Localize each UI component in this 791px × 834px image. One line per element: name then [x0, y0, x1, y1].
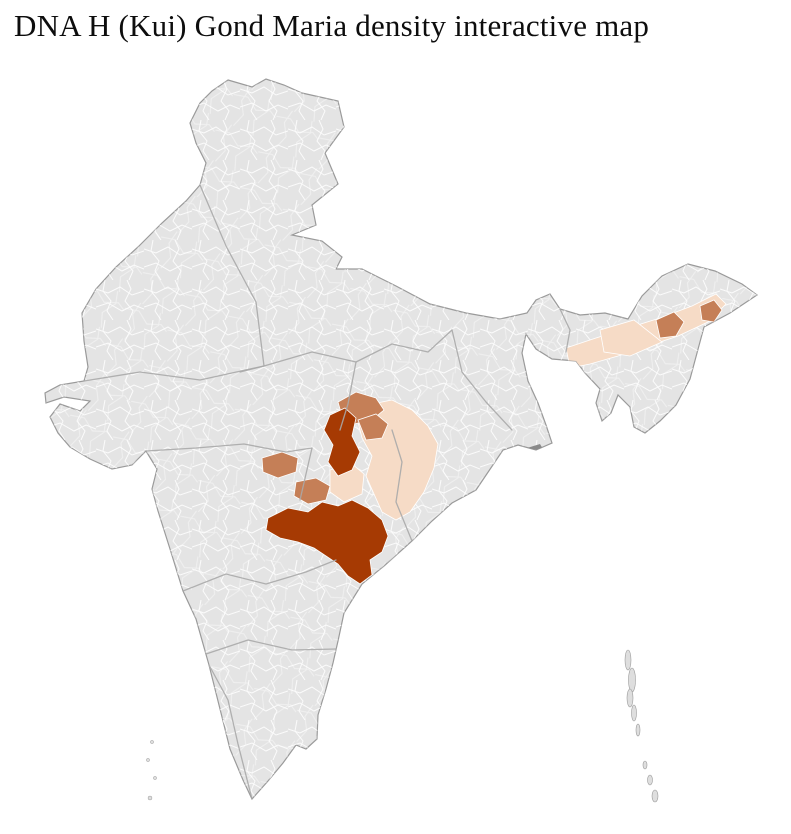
district-shape[interactable] — [261, 451, 299, 479]
andaman-nicobar-islands[interactable] — [624, 649, 659, 803]
district-shape[interactable] — [699, 299, 723, 323]
page-title: DNA H (Kui) Gond Maria density interacti… — [14, 8, 650, 43]
district-shape[interactable] — [357, 413, 389, 441]
district-shape[interactable] — [655, 311, 685, 339]
state-borders — [83, 184, 571, 799]
district-shape[interactable] — [599, 319, 663, 357]
lakshadweep-islands[interactable] — [146, 740, 157, 801]
district-shape[interactable] — [265, 499, 389, 585]
high-density-districts[interactable] — [265, 407, 389, 585]
district-shape[interactable] — [527, 444, 547, 468]
district-shape[interactable] — [323, 407, 361, 477]
gray-highlight-district[interactable] — [527, 444, 547, 468]
